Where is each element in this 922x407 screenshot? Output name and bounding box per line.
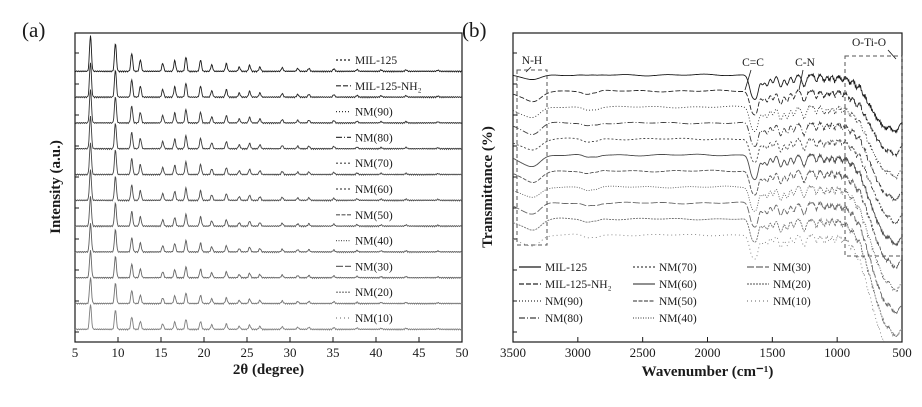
panel-b-y-axis-title: Transmittance (%) — [480, 126, 496, 248]
legend-label: NM(60) — [659, 279, 697, 291]
panel-a-x-tick-label: 35 — [327, 345, 340, 360]
xrd-trace — [74, 196, 463, 228]
xrd-trace-label: MIL-125-NH₂ — [355, 81, 422, 93]
xrd-trace-label: NM(60) — [355, 184, 393, 196]
legend-label: MIL-125 — [545, 262, 587, 274]
band-annotation-leader — [744, 69, 752, 91]
band-annotation: C-N — [795, 57, 816, 69]
panel-a-axes-box — [74, 32, 463, 343]
panel-a-y-axis-title: Intensity (a.u.) — [48, 140, 64, 234]
panel-a-x-tick-label: 5 — [72, 345, 79, 360]
legend-label: NM(20) — [773, 279, 811, 291]
legend-label: NM(80) — [545, 313, 583, 325]
xrd-trace-label: NM(70) — [355, 158, 393, 170]
xrd-trace-label: NM(90) — [355, 107, 393, 119]
panel-a-x-tick-label: 50 — [456, 345, 469, 360]
panel-b-label: (b) — [462, 18, 487, 42]
ftir-trace — [513, 152, 902, 247]
panel-a-x-axis-title: 2θ (degree) — [232, 362, 305, 378]
xrd-trace-label: NM(10) — [355, 313, 393, 325]
xrd-trace — [75, 116, 463, 151]
xrd-trace-label: NM(80) — [355, 132, 393, 144]
ftir-plot: 3500 3000 2500 2000 1500 1000 500 N-H C=C C-N O-Ti… — [500, 32, 912, 360]
xrd-trace — [74, 223, 463, 254]
panel-b-x-tick-label: 2500 — [630, 345, 656, 360]
xrd-trace — [74, 169, 463, 202]
ftir-trace — [513, 233, 885, 342]
legend-label: NM(90) — [545, 296, 583, 308]
xrd-trace-label: NM(40) — [355, 236, 393, 248]
xrd-plot: 5 10 15 20 25 30 35 40 45 50 MIL-125 MIL-125-NH₂ NM(… — [72, 32, 469, 360]
xrd-trace — [74, 35, 463, 73]
legend-label: NM(70) — [659, 262, 697, 274]
legend-label: MIL-125-NH₂ — [545, 279, 612, 291]
nh-region-box — [516, 69, 548, 246]
ftir-trace — [513, 184, 902, 292]
xrd-trace-label: NM(30) — [355, 261, 393, 273]
band-annotation: N-H — [522, 55, 542, 67]
xrd-trace — [74, 304, 463, 331]
ftir-trace — [513, 120, 902, 203]
panel-b-x-tick-label: 3500 — [500, 345, 526, 360]
ftir-trace — [513, 201, 902, 315]
xrd-trace-label: NM(20) — [355, 287, 393, 299]
panel-a-x-tick-label: 10 — [112, 345, 125, 360]
panel-a-x-tick-label: 45 — [413, 345, 426, 360]
panel-a-label: (a) — [22, 18, 46, 42]
xrd-trace-label: NM(50) — [355, 210, 393, 222]
panel-a-x-tick-label: 40 — [370, 345, 383, 360]
band-annotation: C=C — [742, 57, 764, 69]
ftir-trace — [513, 217, 902, 338]
legend-label: NM(40) — [659, 313, 697, 325]
panel-a-x-tick-label: 25 — [241, 345, 254, 360]
legend-label: NM(50) — [659, 296, 697, 308]
ftir-trace — [513, 104, 902, 180]
panel-b-x-tick-label: 1500 — [759, 345, 785, 360]
ftir-trace — [513, 137, 902, 226]
panel-a-x-tick-label: 20 — [198, 345, 211, 360]
ftir-trace — [513, 169, 902, 270]
xrd-trace — [74, 142, 463, 177]
panel-b-x-tick-label: 3000 — [565, 345, 591, 360]
xrd-trace — [74, 89, 463, 125]
band-annotation-leader — [887, 49, 897, 60]
xrd-trace — [74, 277, 463, 306]
legend-label: NM(10) — [773, 296, 811, 308]
panel-a-x-tick-label: 15 — [155, 345, 168, 360]
band-annotation-leader — [525, 66, 532, 73]
legend-label: NM(30) — [773, 262, 811, 274]
panel-b-x-tick-label: 2000 — [695, 345, 721, 360]
panel-b-x-tick-label: 500 — [892, 345, 912, 360]
ftir-traces-group — [513, 72, 902, 342]
panel-b-x-tick-label: 1000 — [824, 345, 850, 360]
band-annotation-leader — [798, 69, 804, 91]
panel-a-x-tick-label: 30 — [284, 345, 297, 360]
otio-region-box — [844, 55, 903, 257]
ftir-trace — [513, 89, 902, 158]
panel-b-x-axis-title: Wavenumber (cm⁻¹) — [641, 364, 774, 380]
xrd-trace-label: MIL-125 — [355, 55, 397, 67]
xrd-trace — [74, 250, 463, 280]
band-annotation: O-Ti-O — [852, 37, 886, 49]
xrd-trace — [74, 62, 462, 99]
ftir-trace — [513, 72, 902, 134]
